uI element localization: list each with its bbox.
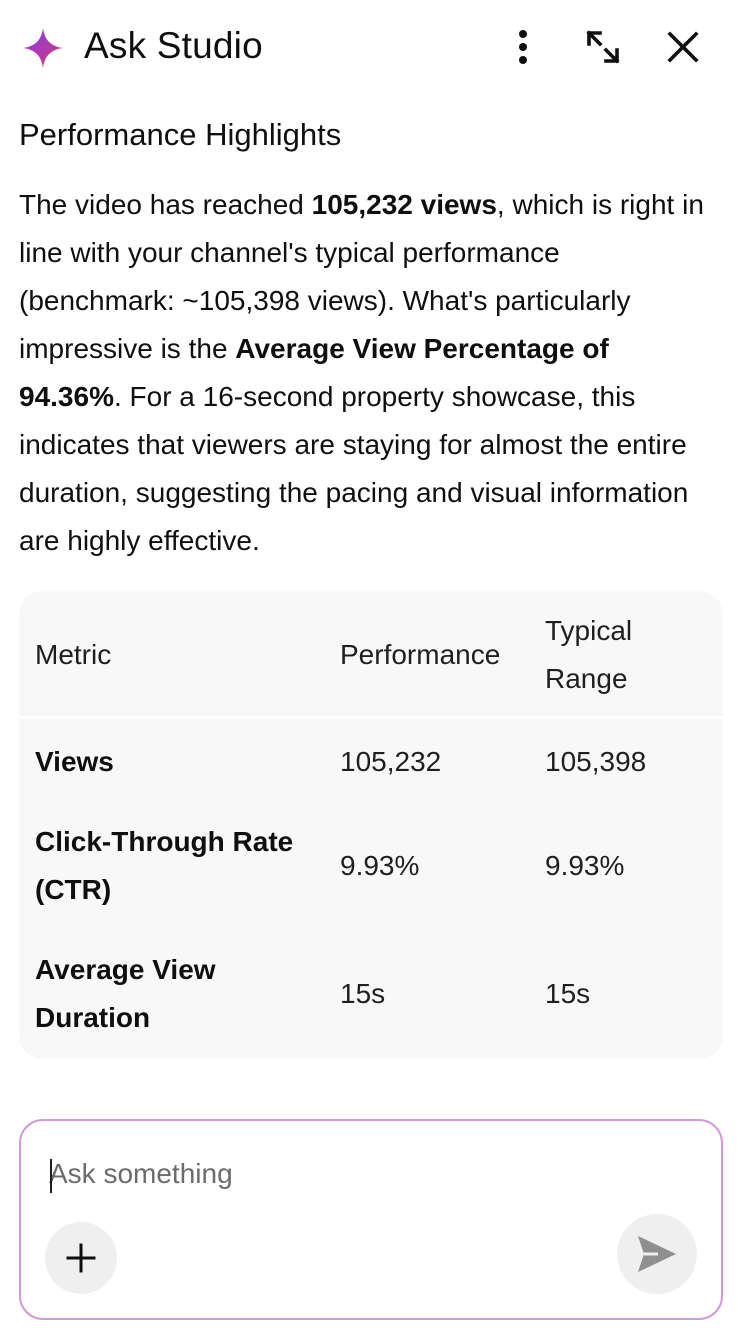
text-caret <box>50 1159 52 1193</box>
table-row: Click-Through Rate (CTR) 9.93% 9.93% <box>19 818 723 914</box>
row-typical: 105,398 <box>545 746 647 777</box>
metrics-table: Metric Performance Typical Range Views 1… <box>19 591 723 1059</box>
row-performance: 105,232 <box>340 746 442 777</box>
panel-header: Ask Studio <box>0 0 738 94</box>
ask-input[interactable] <box>49 1149 649 1199</box>
row-metric: Views <box>35 746 114 777</box>
summary-text: The video has reached <box>19 189 312 220</box>
row-metric: Average View Duration <box>35 954 216 1033</box>
app-title: Ask Studio <box>84 25 263 66</box>
column-header-metric: Metric <box>35 639 112 670</box>
expand-icon <box>586 30 620 64</box>
summary-text: , which is right in line with your chann… <box>19 189 704 364</box>
table-row: Average View Duration 15s 15s <box>19 946 723 1042</box>
response-content: Performance Highlights The video has rea… <box>19 108 719 565</box>
row-metric: Click-Through Rate (CTR) <box>35 826 294 905</box>
more-options-button[interactable] <box>498 22 548 72</box>
plus-icon <box>66 1243 96 1273</box>
sparkle-icon <box>22 27 64 69</box>
summary-bold-avp: Average View Percentage of 94.36% <box>19 333 609 412</box>
row-performance: 9.93% <box>340 850 420 881</box>
row-typical: 9.93% <box>545 850 625 881</box>
column-header-typical-range: Typical Range <box>545 615 633 694</box>
summary-bold-views: 105,232 views <box>311 189 497 220</box>
row-typical: 15s <box>545 978 591 1009</box>
table-row: Views 105,232 105,398 <box>19 738 723 786</box>
add-attachment-button[interactable] <box>45 1222 117 1294</box>
row-performance: 15s <box>340 978 386 1009</box>
close-button[interactable] <box>658 22 708 72</box>
section-heading: Performance Highlights <box>19 117 342 152</box>
summary-text: . For a 16-second property showcase, thi… <box>19 381 689 556</box>
expand-button[interactable] <box>578 22 628 72</box>
ask-composer <box>19 1119 723 1320</box>
table-header-row: Metric Performance Typical Range <box>19 591 723 719</box>
close-icon <box>667 31 699 63</box>
column-header-performance: Performance <box>340 639 501 670</box>
summary-paragraph: The video has reached 105,232 views, whi… <box>19 181 719 565</box>
send-button[interactable] <box>617 1214 697 1294</box>
more-vertical-icon <box>519 30 527 64</box>
send-icon <box>638 1236 676 1272</box>
